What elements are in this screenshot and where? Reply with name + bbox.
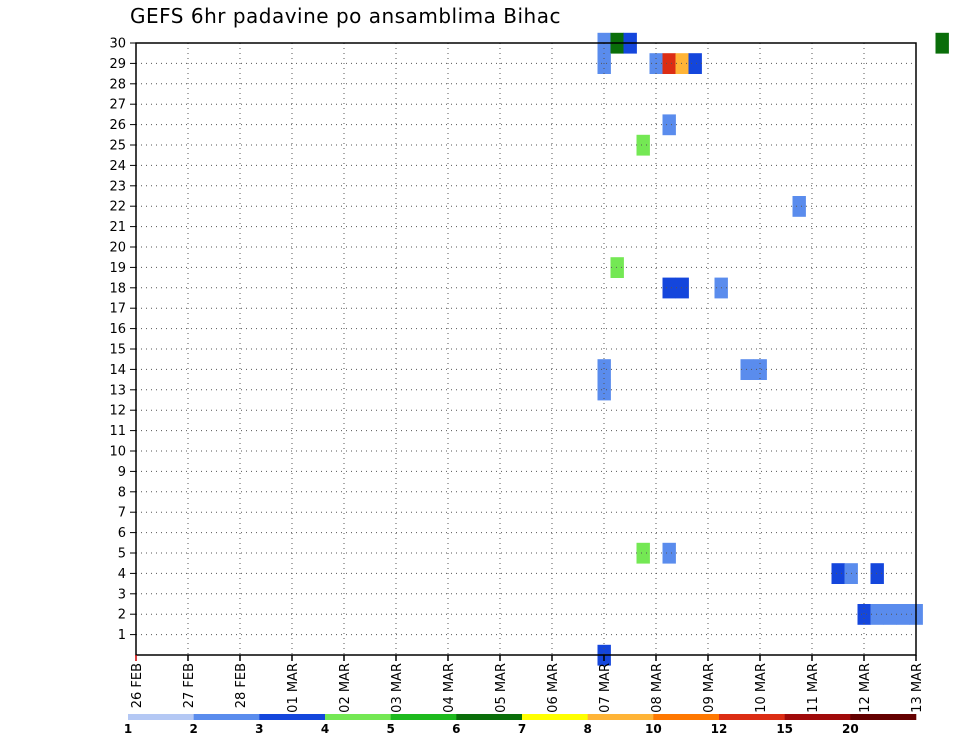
y-tick-label: 17 (109, 302, 126, 317)
x-tick-label: 01 MAR (286, 663, 301, 713)
y-tick-label: 8 (118, 485, 126, 500)
cells-layer (597, 32, 949, 666)
y-tick-label: 16 (109, 322, 126, 337)
y-tick-label: 20 (109, 241, 126, 256)
legend-swatch (522, 714, 588, 720)
x-tick-label: 11 MAR (806, 663, 821, 713)
cell-member-14 (597, 359, 611, 380)
x-tick-label: 06 MAR (546, 663, 561, 713)
legend-label: 8 (583, 722, 591, 736)
cell-member-29 (688, 53, 702, 74)
y-tick-label: 24 (109, 159, 126, 174)
cell-member-19 (610, 257, 624, 278)
cell-member-13 (597, 379, 611, 401)
x-tick-label: 13 MAR (910, 663, 925, 713)
y-tick-label: 4 (118, 567, 126, 582)
legend-label: 5 (386, 722, 394, 736)
legend-swatch (850, 714, 917, 720)
cell-member-22 (792, 196, 806, 217)
axes-layer: 1234567891011121314151617181920212223242… (109, 37, 925, 713)
y-tick-label: 5 (118, 547, 126, 562)
y-tick-label: 25 (109, 139, 126, 154)
legend-swatch (784, 714, 851, 720)
y-tick-label: 15 (109, 343, 126, 358)
legend-swatch (719, 714, 785, 720)
x-tick-label: 09 MAR (702, 663, 717, 713)
legend-label: 6 (452, 722, 460, 736)
legend-swatch (456, 714, 523, 720)
y-tick-label: 2 (118, 608, 126, 623)
y-tick-label: 7 (118, 506, 126, 521)
y-tick-label: 13 (109, 383, 126, 398)
cell-member-29 (675, 53, 689, 74)
y-tick-label: 26 (109, 118, 126, 133)
y-tick-label: 27 (109, 98, 126, 113)
legend-label: 4 (321, 722, 329, 736)
x-tick-label: 26 FEB (130, 663, 145, 708)
y-tick-label: 18 (109, 281, 126, 296)
cell-member-2 (870, 604, 884, 625)
y-tick-label: 9 (118, 465, 126, 480)
legend: 1 2 3 4 5 6 7 8 10 12 15 20 (124, 714, 917, 736)
x-tick-label: 10 MAR (754, 663, 769, 713)
cell-member-25 (636, 134, 650, 156)
legend-label: 20 (842, 722, 859, 736)
legend-swatch (193, 714, 260, 720)
y-tick-label: 1 (118, 628, 126, 643)
y-tick-label: 29 (109, 57, 126, 72)
cell-member-2 (857, 604, 871, 625)
cell-member-29 (662, 53, 676, 74)
cell-member-2 (896, 604, 910, 625)
x-tick-label: 02 MAR (338, 663, 353, 713)
x-tick-label: 28 FEB (234, 663, 249, 708)
grid-layer (136, 43, 916, 655)
cell-member-30 (935, 32, 949, 54)
cell-member-5 (662, 542, 676, 564)
legend-swatch (587, 714, 654, 720)
y-tick-label: 28 (109, 77, 126, 92)
legend-label: 15 (776, 722, 793, 736)
x-tick-label: 03 MAR (390, 663, 405, 713)
y-tick-label: 23 (109, 179, 126, 194)
legend-swatch (653, 714, 720, 720)
x-tick-label: 08 MAR (650, 663, 665, 713)
cell-member-5 (636, 542, 650, 564)
legend-swatch (259, 714, 326, 720)
cell-member-26 (662, 114, 676, 136)
legend-label: 7 (518, 722, 526, 736)
cell-member-4 (870, 563, 884, 584)
chart-title: GEFS 6hr padavine po ansamblima Bihac (130, 4, 561, 28)
cell-member-18 (675, 277, 689, 299)
cell-member-18 (662, 277, 676, 299)
y-tick-label: 6 (118, 526, 126, 541)
x-tick-label: 05 MAR (494, 663, 509, 713)
y-tick-label: 10 (109, 445, 126, 460)
y-tick-label: 19 (109, 261, 126, 276)
y-tick-label: 30 (109, 37, 126, 52)
y-tick-label: 3 (118, 587, 126, 602)
y-tick-label: 14 (109, 363, 126, 378)
y-tick-label: 21 (109, 220, 126, 235)
cell-member-2 (883, 604, 897, 625)
legend-label: 1 (124, 722, 132, 736)
cell-member-4 (831, 563, 845, 584)
x-tick-label: 12 MAR (858, 663, 873, 713)
legend-label: 2 (189, 722, 197, 736)
x-tick-label: 27 FEB (182, 663, 197, 708)
legend-label: 12 (711, 722, 728, 736)
legend-swatch (325, 714, 391, 720)
cell-member-14 (753, 359, 767, 380)
legend-swatch (390, 714, 457, 720)
legend-label: 3 (255, 722, 263, 736)
legend-swatch (128, 714, 194, 720)
x-tick-label: 04 MAR (442, 663, 457, 713)
y-tick-label: 22 (109, 200, 126, 215)
legend-label: 10 (645, 722, 662, 736)
y-tick-label: 12 (109, 404, 126, 419)
cell-member-14 (740, 359, 754, 380)
y-tick-label: 11 (109, 424, 126, 439)
x-tick-label: 07 MAR (598, 663, 613, 713)
